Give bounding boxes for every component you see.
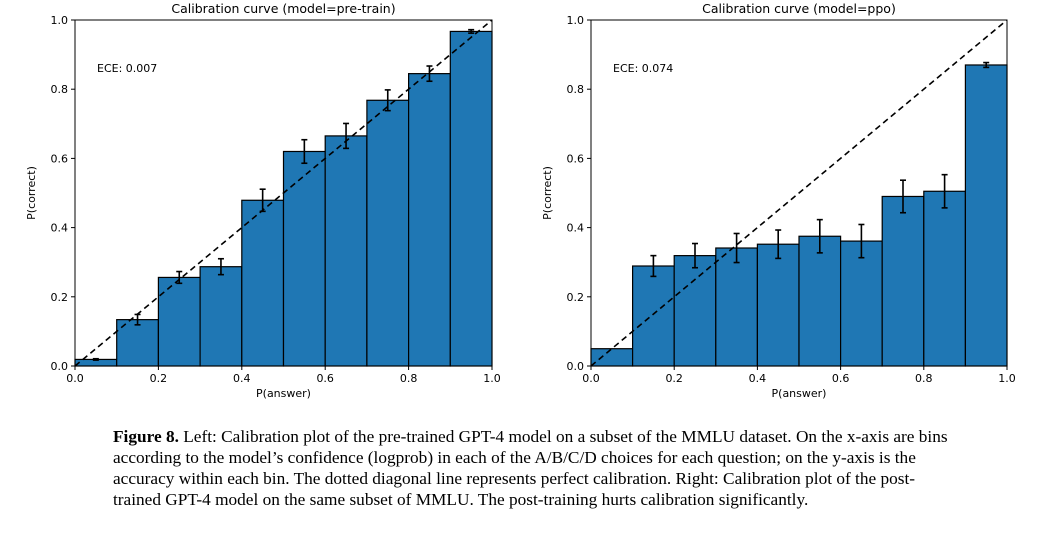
error-bar bbox=[900, 179, 906, 214]
figure: 0.0 0.2 0.4 0.6 0.8 1.0 0.0 0.2 0.4 0.6 0.8 1.0 Cali… bbox=[25, 1, 1016, 400]
error-bar bbox=[468, 28, 475, 34]
y-tick-label: 1.0 bbox=[567, 14, 585, 27]
y-tick-label: 0.4 bbox=[51, 222, 69, 235]
bar bbox=[673, 255, 717, 367]
chart-panel-right: 0.0 0.2 0.4 0.6 0.8 1.0 0.0 0.2 0.4 0.6 0.8 1.0 Cali… bbox=[541, 1, 1016, 400]
x-tick-label: 0.2 bbox=[665, 372, 683, 385]
y-tick-label: 0.2 bbox=[51, 291, 69, 304]
bar bbox=[798, 235, 842, 367]
x-axis-label: P(answer) bbox=[772, 387, 827, 400]
error-bar bbox=[217, 257, 224, 276]
bar bbox=[631, 265, 675, 367]
error-bar bbox=[650, 254, 657, 278]
y-tick-label: 0.8 bbox=[51, 83, 69, 96]
error-bar bbox=[301, 138, 308, 165]
bar bbox=[282, 150, 326, 367]
bar bbox=[756, 243, 800, 367]
y-axis-label: P(correct) bbox=[541, 166, 554, 220]
x-tick-label: 0.4 bbox=[233, 372, 251, 385]
x-tick-label: 0.2 bbox=[150, 372, 168, 385]
chart-panel-left: 0.0 0.2 0.4 0.6 0.8 1.0 0.0 0.2 0.4 0.6 0.8 1.0 Cali… bbox=[25, 1, 501, 400]
x-tick-label: 0.0 bbox=[66, 372, 84, 385]
bar bbox=[839, 240, 883, 367]
error-bar bbox=[176, 270, 183, 285]
error-bar bbox=[343, 122, 350, 150]
error-bar bbox=[692, 242, 698, 269]
error-bar bbox=[92, 357, 99, 361]
bar bbox=[715, 247, 758, 367]
x-tick-label: 0.8 bbox=[915, 372, 933, 385]
x-tick-label: 0.6 bbox=[316, 372, 334, 385]
error-bar bbox=[816, 218, 823, 254]
chart-title: Calibration curve (model=ppo) bbox=[702, 1, 896, 16]
perfect-calibration-line bbox=[74, 19, 493, 367]
y-tick-label: 0.2 bbox=[567, 291, 585, 304]
bar bbox=[590, 348, 634, 367]
bar bbox=[923, 190, 966, 367]
figure-caption: Figure 8. Left: Calibration plot of the … bbox=[113, 426, 963, 510]
y-tick-label: 1.0 bbox=[51, 14, 69, 27]
ece-annotation: ECE: 0.007 bbox=[97, 62, 157, 75]
bar bbox=[964, 64, 1008, 367]
chart-title: Calibration curve (model=pre-train) bbox=[171, 1, 395, 16]
axes-frame bbox=[590, 19, 1008, 367]
bar bbox=[881, 195, 925, 367]
error-bar bbox=[983, 61, 990, 69]
y-tick-label: 0.6 bbox=[51, 152, 69, 165]
y-tick-label: 0.6 bbox=[567, 152, 585, 165]
bar bbox=[157, 276, 201, 367]
error-bar bbox=[858, 223, 865, 259]
perfect-calibration-line bbox=[590, 19, 1008, 367]
error-bar bbox=[733, 232, 740, 264]
axes-frame bbox=[74, 19, 493, 367]
bar bbox=[241, 199, 285, 367]
ece-annotation: ECE: 0.074 bbox=[613, 62, 673, 75]
x-tick-label: 0.6 bbox=[832, 372, 850, 385]
bar bbox=[366, 99, 410, 367]
x-axis-label: P(answer) bbox=[256, 387, 311, 400]
caption-label: Figure 8. bbox=[113, 427, 179, 446]
y-axis-label: P(correct) bbox=[25, 166, 38, 220]
y-tick-label: 0.0 bbox=[51, 360, 69, 373]
y-tick-label: 0.8 bbox=[567, 83, 585, 96]
y-tick-label: 0.0 bbox=[567, 360, 585, 373]
caption-text: Left: Calibration plot of the pre-traine… bbox=[113, 427, 948, 509]
x-tick-label: 1.0 bbox=[483, 372, 501, 385]
x-tick-label: 1.0 bbox=[998, 372, 1016, 385]
bar bbox=[199, 266, 243, 367]
x-tick-label: 0.4 bbox=[749, 372, 767, 385]
bar bbox=[324, 135, 368, 367]
error-bar bbox=[775, 229, 782, 260]
error-bar bbox=[426, 65, 433, 83]
x-tick-label: 0.8 bbox=[400, 372, 418, 385]
bar bbox=[408, 73, 451, 367]
x-tick-label: 0.0 bbox=[582, 372, 600, 385]
y-tick-label: 0.4 bbox=[567, 222, 585, 235]
bar bbox=[449, 30, 493, 367]
error-bar bbox=[941, 173, 948, 209]
